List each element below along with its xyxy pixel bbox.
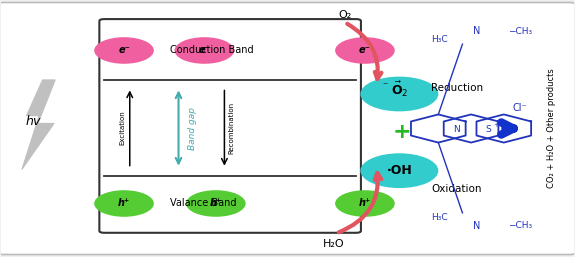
Text: −CH₃: −CH₃ <box>508 221 532 230</box>
Text: CO₂ + H₂O + Other products: CO₂ + H₂O + Other products <box>547 69 556 188</box>
Text: Oxidation: Oxidation <box>431 183 481 194</box>
Circle shape <box>361 77 438 111</box>
Circle shape <box>174 37 234 64</box>
Text: Valance Band: Valance Band <box>170 198 236 208</box>
Text: H₂O: H₂O <box>323 239 344 249</box>
Circle shape <box>186 190 246 217</box>
Text: +: + <box>393 122 412 142</box>
Text: $hv$: $hv$ <box>25 114 42 128</box>
FancyBboxPatch shape <box>99 19 361 233</box>
FancyBboxPatch shape <box>0 3 575 254</box>
Text: Reduction: Reduction <box>431 82 483 93</box>
Text: e⁻: e⁻ <box>359 45 371 56</box>
Text: h⁺: h⁺ <box>118 198 130 208</box>
Polygon shape <box>22 80 55 169</box>
Text: +: + <box>493 122 499 128</box>
Text: $\vec{\mathbf{O}}_2$: $\vec{\mathbf{O}}_2$ <box>390 80 408 99</box>
Circle shape <box>94 190 154 217</box>
Text: Excitation: Excitation <box>120 111 126 145</box>
Text: ·OH: ·OH <box>386 164 412 177</box>
Text: ⁻: ⁻ <box>382 81 388 91</box>
Text: Conduction Band: Conduction Band <box>170 45 254 56</box>
Circle shape <box>94 37 154 64</box>
Circle shape <box>361 153 438 188</box>
Text: Cl⁻: Cl⁻ <box>512 103 527 113</box>
Text: Recombination: Recombination <box>228 102 234 154</box>
Text: Band gap: Band gap <box>189 107 197 150</box>
Text: S: S <box>485 125 491 134</box>
Text: H₃C: H₃C <box>431 34 448 43</box>
Text: −CH₃: −CH₃ <box>508 27 532 36</box>
Text: e⁻: e⁻ <box>118 45 130 56</box>
Text: H₃C: H₃C <box>431 214 448 223</box>
Text: e⁻: e⁻ <box>198 45 210 56</box>
Text: N: N <box>453 125 460 134</box>
Text: N: N <box>473 26 481 36</box>
Text: h⁺: h⁺ <box>359 198 371 208</box>
Circle shape <box>335 190 395 217</box>
Text: O₂: O₂ <box>338 10 351 20</box>
Text: N: N <box>473 221 481 231</box>
Text: h⁺: h⁺ <box>210 198 222 208</box>
Circle shape <box>335 37 395 64</box>
